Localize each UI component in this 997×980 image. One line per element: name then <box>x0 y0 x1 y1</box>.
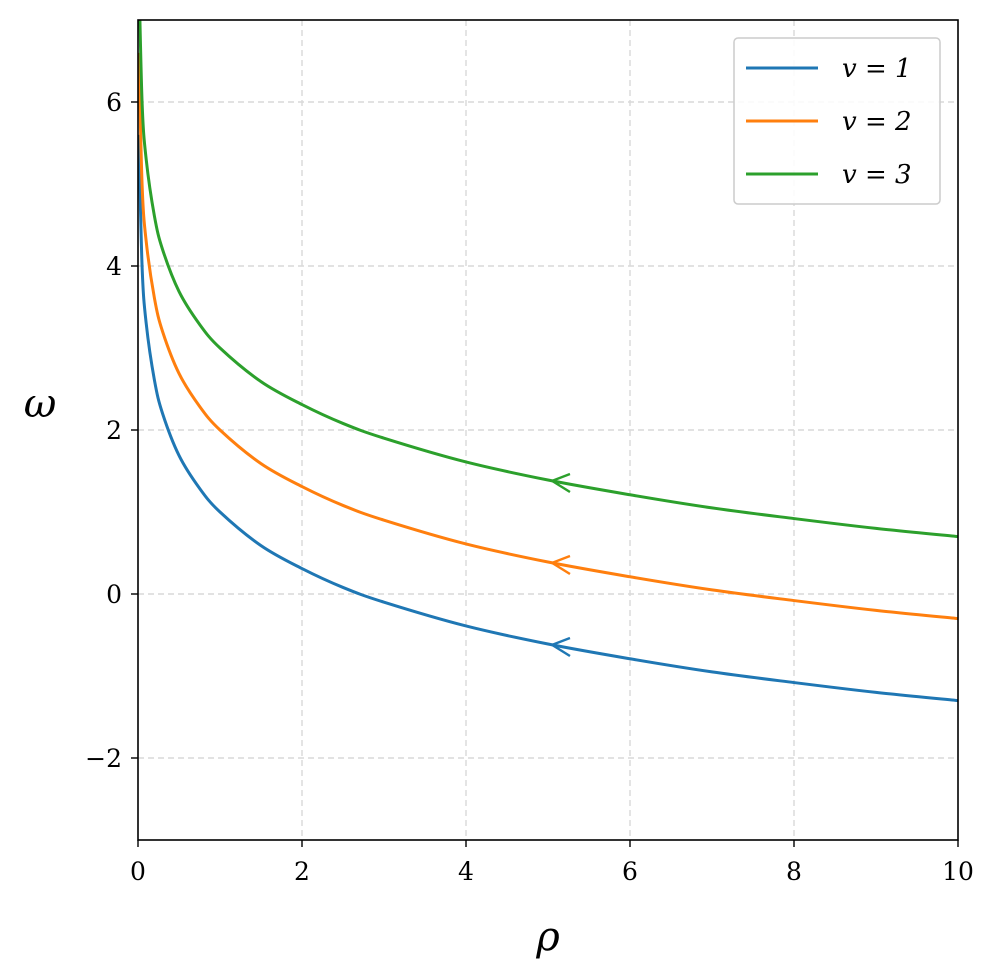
y-tick-label: 2 <box>106 416 122 445</box>
series-line-v1 <box>138 134 958 703</box>
x-tick-label: 10 <box>942 857 974 886</box>
x-tick-label: 6 <box>622 857 638 886</box>
legend: v = 1 v = 2 v = 3 <box>733 37 941 205</box>
y-tick-label: −2 <box>85 744 122 773</box>
y-tick-label: 6 <box>106 88 122 117</box>
ticks: 0 2 4 6 8 10 −2 0 2 4 6 <box>85 88 974 886</box>
legend-label: v = 2 <box>842 107 912 137</box>
series-layer <box>138 20 958 703</box>
y-tick-label: 4 <box>106 252 122 281</box>
x-tick-label: 0 <box>130 857 146 886</box>
series-line-v3 <box>138 20 958 539</box>
direction-arrow-v3 <box>549 472 571 493</box>
y-tick-label: 0 <box>106 580 122 609</box>
y-axis-label: ω <box>24 381 57 427</box>
direction-arrow-v1 <box>549 636 571 657</box>
direction-arrow-v2 <box>549 554 571 575</box>
legend-label: v = 1 <box>842 54 912 84</box>
x-tick-label: 8 <box>786 857 802 886</box>
x-tick-label: 2 <box>294 857 310 886</box>
legend-label: v = 3 <box>842 160 912 190</box>
legend-box <box>733 37 941 205</box>
series-line-v2 <box>138 52 958 621</box>
x-axis-label: ρ <box>535 914 560 960</box>
x-tick-label: 4 <box>458 857 474 886</box>
